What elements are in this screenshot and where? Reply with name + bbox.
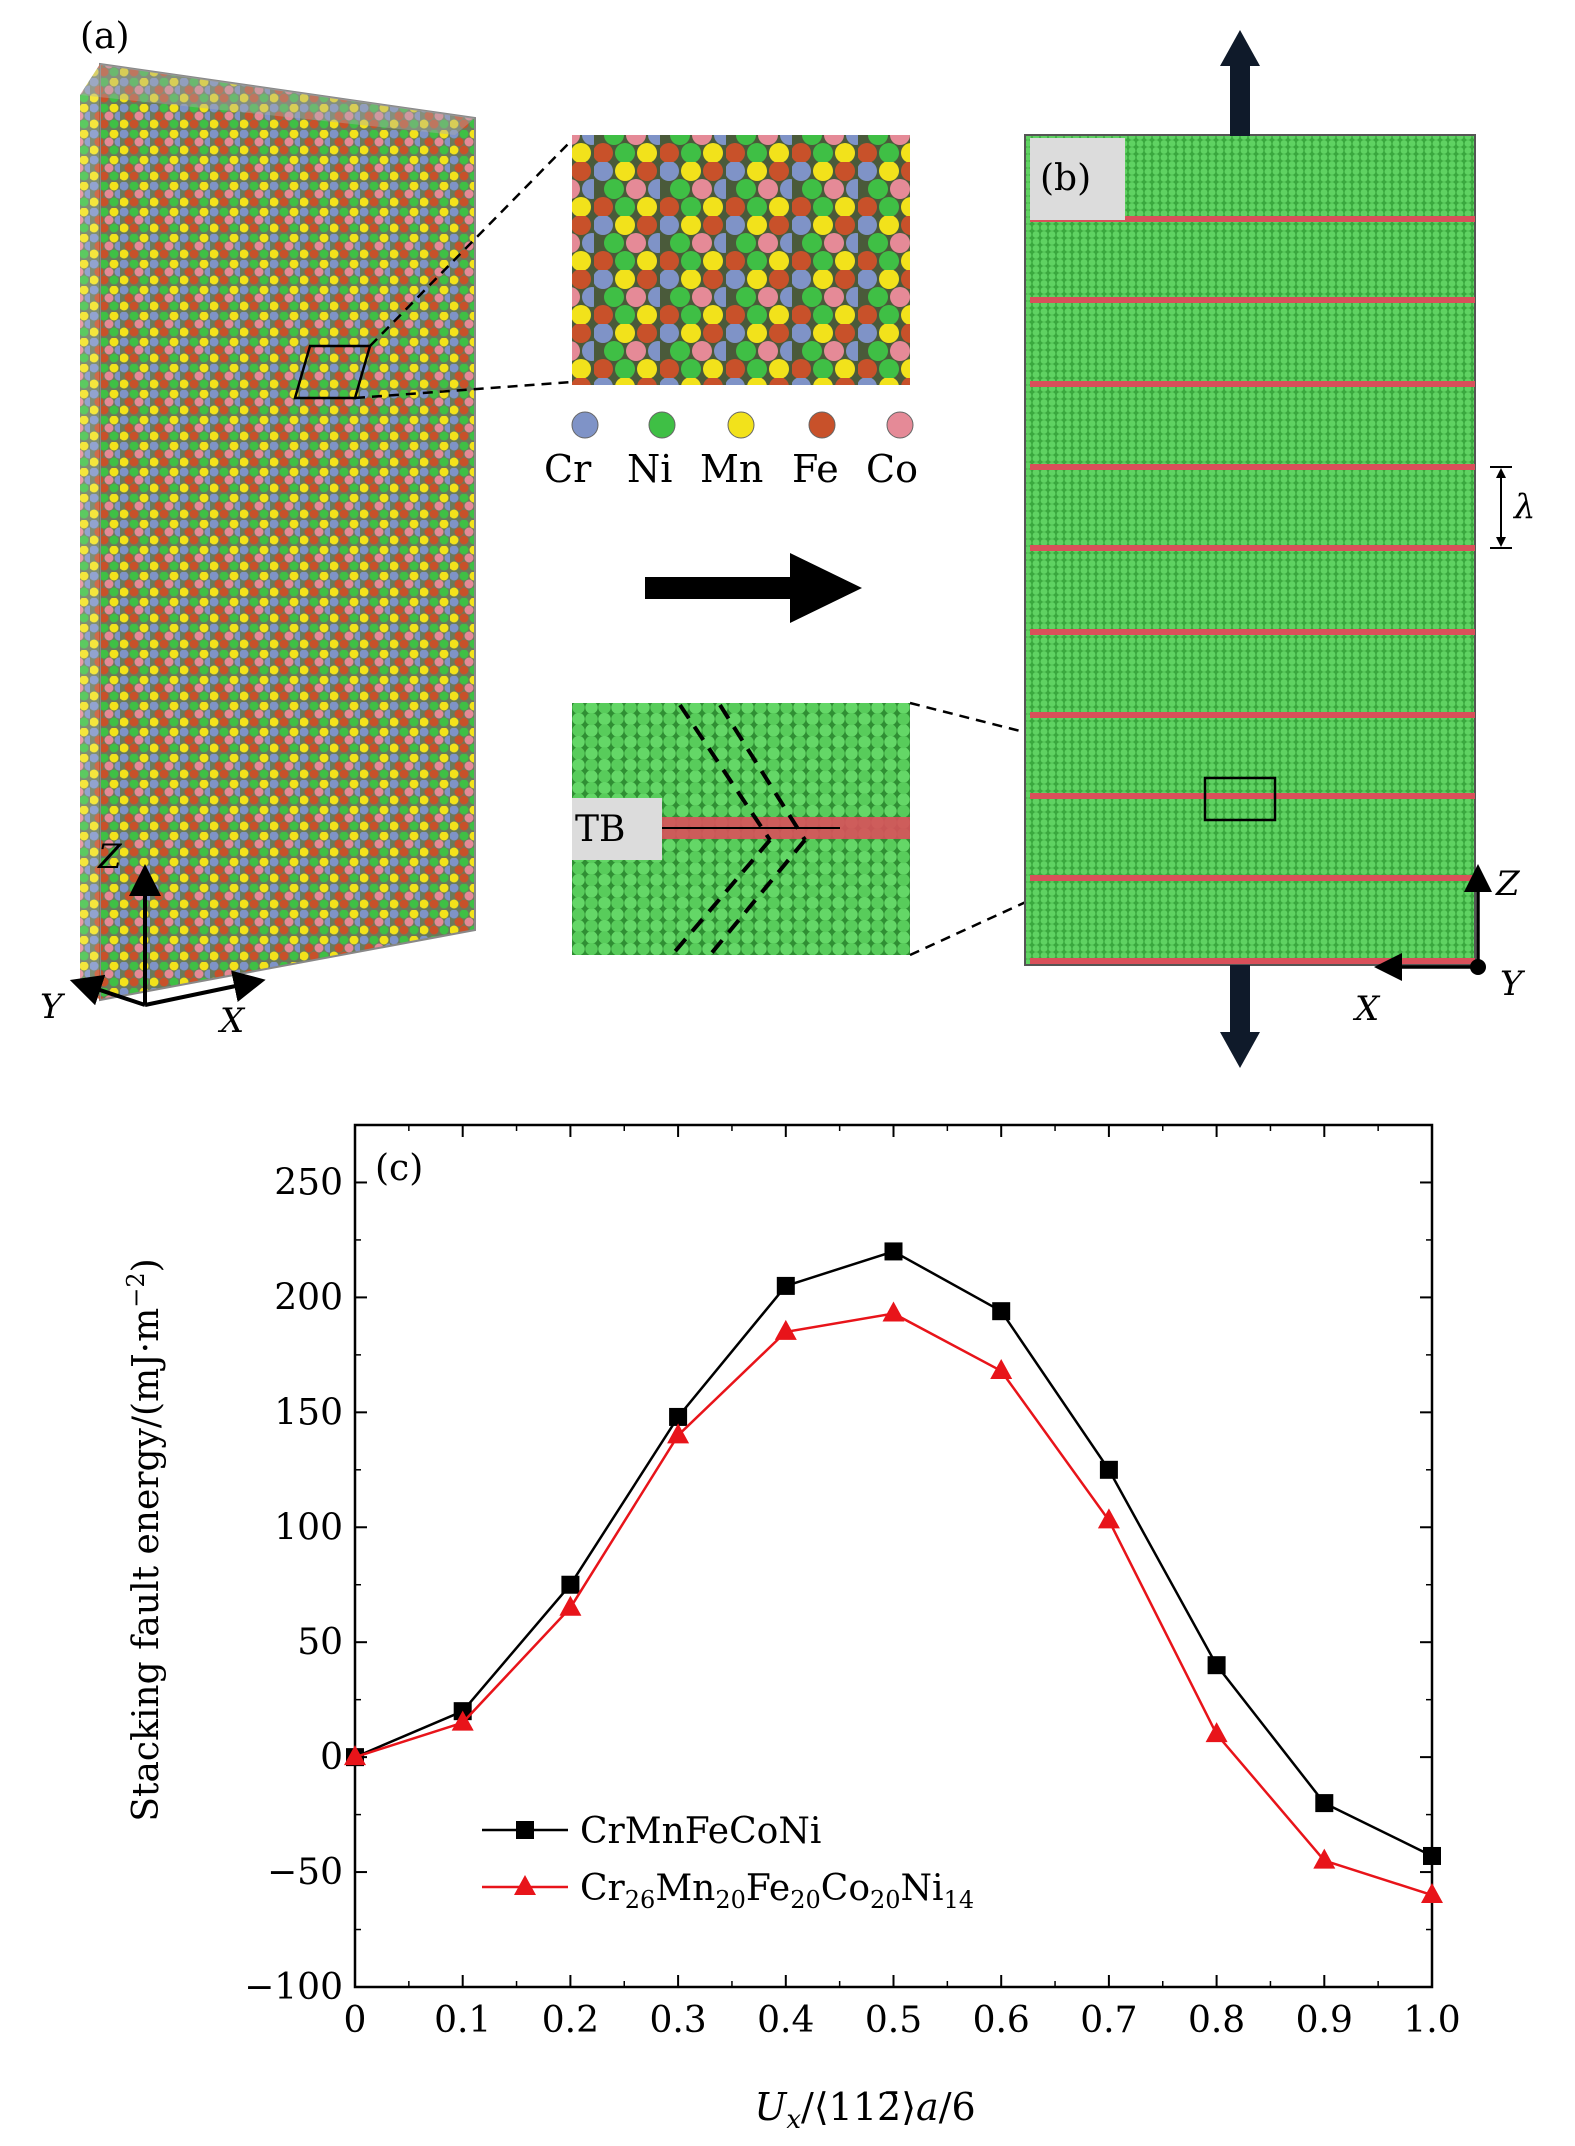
x-tick-label: 0.4 — [757, 2000, 814, 2041]
panel-c-label: (c) — [375, 1148, 423, 1189]
x-tick-label: 0.5 — [865, 2000, 922, 2041]
data-point — [992, 1302, 1011, 1321]
data-point — [1315, 1794, 1334, 1813]
y-tick-label: 200 — [274, 1277, 343, 1318]
data-point — [344, 1745, 366, 1766]
data-point — [774, 1319, 797, 1340]
axes-triad-a: Z Y X — [40, 837, 266, 1041]
chart-ylabel: Stacking fault energy/(mJ·m−2) — [122, 1258, 167, 1821]
axis-x-b: X — [1352, 989, 1381, 1029]
data-point — [667, 1423, 690, 1444]
data-point — [1423, 1846, 1441, 1865]
axis-y-b: Y — [1500, 964, 1526, 1004]
x-tick-label: 0.1 — [434, 2000, 491, 2041]
panel-a-label: (a) — [80, 16, 130, 57]
data-point — [1099, 1460, 1118, 1479]
y-tick-label: 100 — [274, 1507, 343, 1548]
y-tick-label: 150 — [274, 1392, 343, 1433]
load-arrow-bottom — [1220, 965, 1260, 1068]
element-legend: Cr Ni Mn Fe Co — [544, 411, 918, 491]
data-point — [1313, 1848, 1336, 1869]
data-point — [776, 1276, 795, 1295]
chart-xlabel: Ux/⟨112̄⟩a/6 — [754, 2085, 975, 2135]
data-point — [882, 1301, 905, 1322]
legend-label: Cr26Mn20Fe20Co20Ni14 — [580, 1868, 974, 1914]
x-tick-label: 0.9 — [1296, 2000, 1353, 2041]
x-tick-label: 1.0 — [1403, 2000, 1460, 2041]
series-line-0 — [354, 1250, 1433, 1858]
panel-b-label: (b) — [1040, 158, 1091, 199]
legend-label-ni: Ni — [627, 447, 672, 491]
y-tick-label: 250 — [274, 1162, 343, 1203]
data-point — [561, 1575, 580, 1594]
legend-label-mn: Mn — [700, 447, 763, 491]
sfe-chart: (c) Ux/⟨112̄⟩a/6 Stacking fault energy/(… — [122, 1123, 1461, 2135]
x-tick-label: 0.2 — [542, 2000, 599, 2041]
data-point — [1207, 1656, 1226, 1675]
legend-label-cr: Cr — [544, 447, 592, 491]
legend-label-co: Co — [866, 447, 918, 491]
y-tick-label: −50 — [267, 1852, 343, 1893]
axis-z-a: Z — [97, 837, 123, 877]
twin-structure-b — [1024, 134, 1476, 966]
data-point — [1097, 1508, 1120, 1529]
legend-dot-mn — [727, 411, 755, 439]
lambda-marker: λ — [1490, 466, 1536, 549]
x-tick-label: 0.6 — [973, 2000, 1030, 2041]
axis-z-b: Z — [1495, 864, 1521, 904]
legend-marker — [516, 1821, 534, 1839]
load-arrow-top — [1220, 30, 1260, 136]
data-point — [990, 1358, 1013, 1379]
x-tick-label: 0.8 — [1188, 2000, 1245, 2041]
legend-dot-fe — [808, 411, 836, 439]
x-tick-label: 0.3 — [649, 2000, 706, 2041]
data-point — [1421, 1883, 1443, 1904]
legend-label: CrMnFeCoNi — [580, 1811, 821, 1852]
atomistic-slab-a — [80, 62, 476, 1002]
data-point — [1205, 1722, 1228, 1743]
legend-dot-cr — [571, 411, 599, 439]
lambda-label: λ — [1512, 487, 1536, 527]
data-point — [451, 1710, 474, 1731]
zoom-inset-a — [572, 135, 910, 385]
tb-inset: TB — [572, 703, 910, 957]
data-point — [559, 1595, 582, 1616]
legend-dot-co — [886, 411, 914, 439]
series-line-1 — [354, 1312, 1433, 1897]
legend-dot-ni — [648, 411, 676, 439]
tb-label: TB — [575, 809, 625, 850]
legend-marker — [514, 1875, 536, 1895]
y-tick-label: 50 — [297, 1622, 343, 1663]
axis-x-a: X — [217, 1001, 246, 1041]
y-tick-label: −100 — [244, 1967, 343, 2008]
x-tick-label: 0 — [344, 2000, 367, 2041]
data-point — [669, 1407, 688, 1426]
transform-arrow — [645, 553, 862, 623]
x-tick-label: 0.7 — [1080, 2000, 1137, 2041]
legend-label-fe: Fe — [792, 447, 839, 491]
axis-y-a: Y — [40, 987, 66, 1027]
y-tick-label: 0 — [320, 1737, 343, 1778]
axes-triad-b: Z Y X — [1352, 864, 1526, 1029]
data-point — [884, 1242, 903, 1261]
